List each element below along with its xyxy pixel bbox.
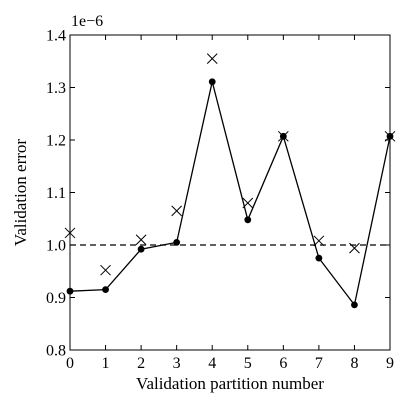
y-tick-label: 1.4 <box>46 28 66 45</box>
x-axis-label: Validation partition number <box>136 374 324 393</box>
series-1-point <box>173 238 181 246</box>
series-1-point <box>315 254 323 262</box>
series-2-point <box>242 197 254 209</box>
x-tick-label: 1 <box>102 355 110 372</box>
y-tick-label: 1.0 <box>46 238 66 255</box>
scale-label: 1e−6 <box>71 13 103 30</box>
series-1-point <box>351 301 358 309</box>
x-tick-label: 9 <box>386 355 394 372</box>
x-tick-label: 4 <box>208 355 216 372</box>
y-tick-label: 0.9 <box>46 290 66 307</box>
series-2-point <box>349 242 360 254</box>
x-tick-label: 6 <box>279 355 287 372</box>
x-tick-label: 5 <box>244 355 252 372</box>
x-tick-label: 2 <box>137 355 145 372</box>
y-tick-label: 1.1 <box>46 185 66 202</box>
plot-frame <box>69 34 391 351</box>
series-1-point <box>102 286 109 294</box>
series-2-point <box>206 53 218 64</box>
series-2-point <box>277 130 289 142</box>
y-tick-label: 1.3 <box>46 80 66 97</box>
plot-area <box>64 53 396 309</box>
series-2-point <box>135 234 147 246</box>
series-2-point <box>100 264 111 276</box>
y-tick-label: 1.2 <box>46 133 66 150</box>
series-2-point <box>313 235 325 247</box>
series-1-line <box>69 81 391 307</box>
series-2-point <box>171 205 183 217</box>
x-tick-label: 7 <box>315 355 323 372</box>
x-tick-label: 0 <box>66 355 74 372</box>
x-tick-label: 8 <box>350 355 358 372</box>
y-tick-label: 0.8 <box>46 343 66 360</box>
x-tick-label: 3 <box>173 355 181 372</box>
series-1-point <box>244 216 252 224</box>
series-1-point <box>208 78 216 86</box>
series-1-point <box>137 245 145 253</box>
y-axis-label: Validation error <box>11 139 30 246</box>
axis-ticks: 0 1 2 3 4 5 6 7 8 9 0.8 0.9 1.0 1.1 1.2 1.3 1.4 <box>46 28 394 373</box>
